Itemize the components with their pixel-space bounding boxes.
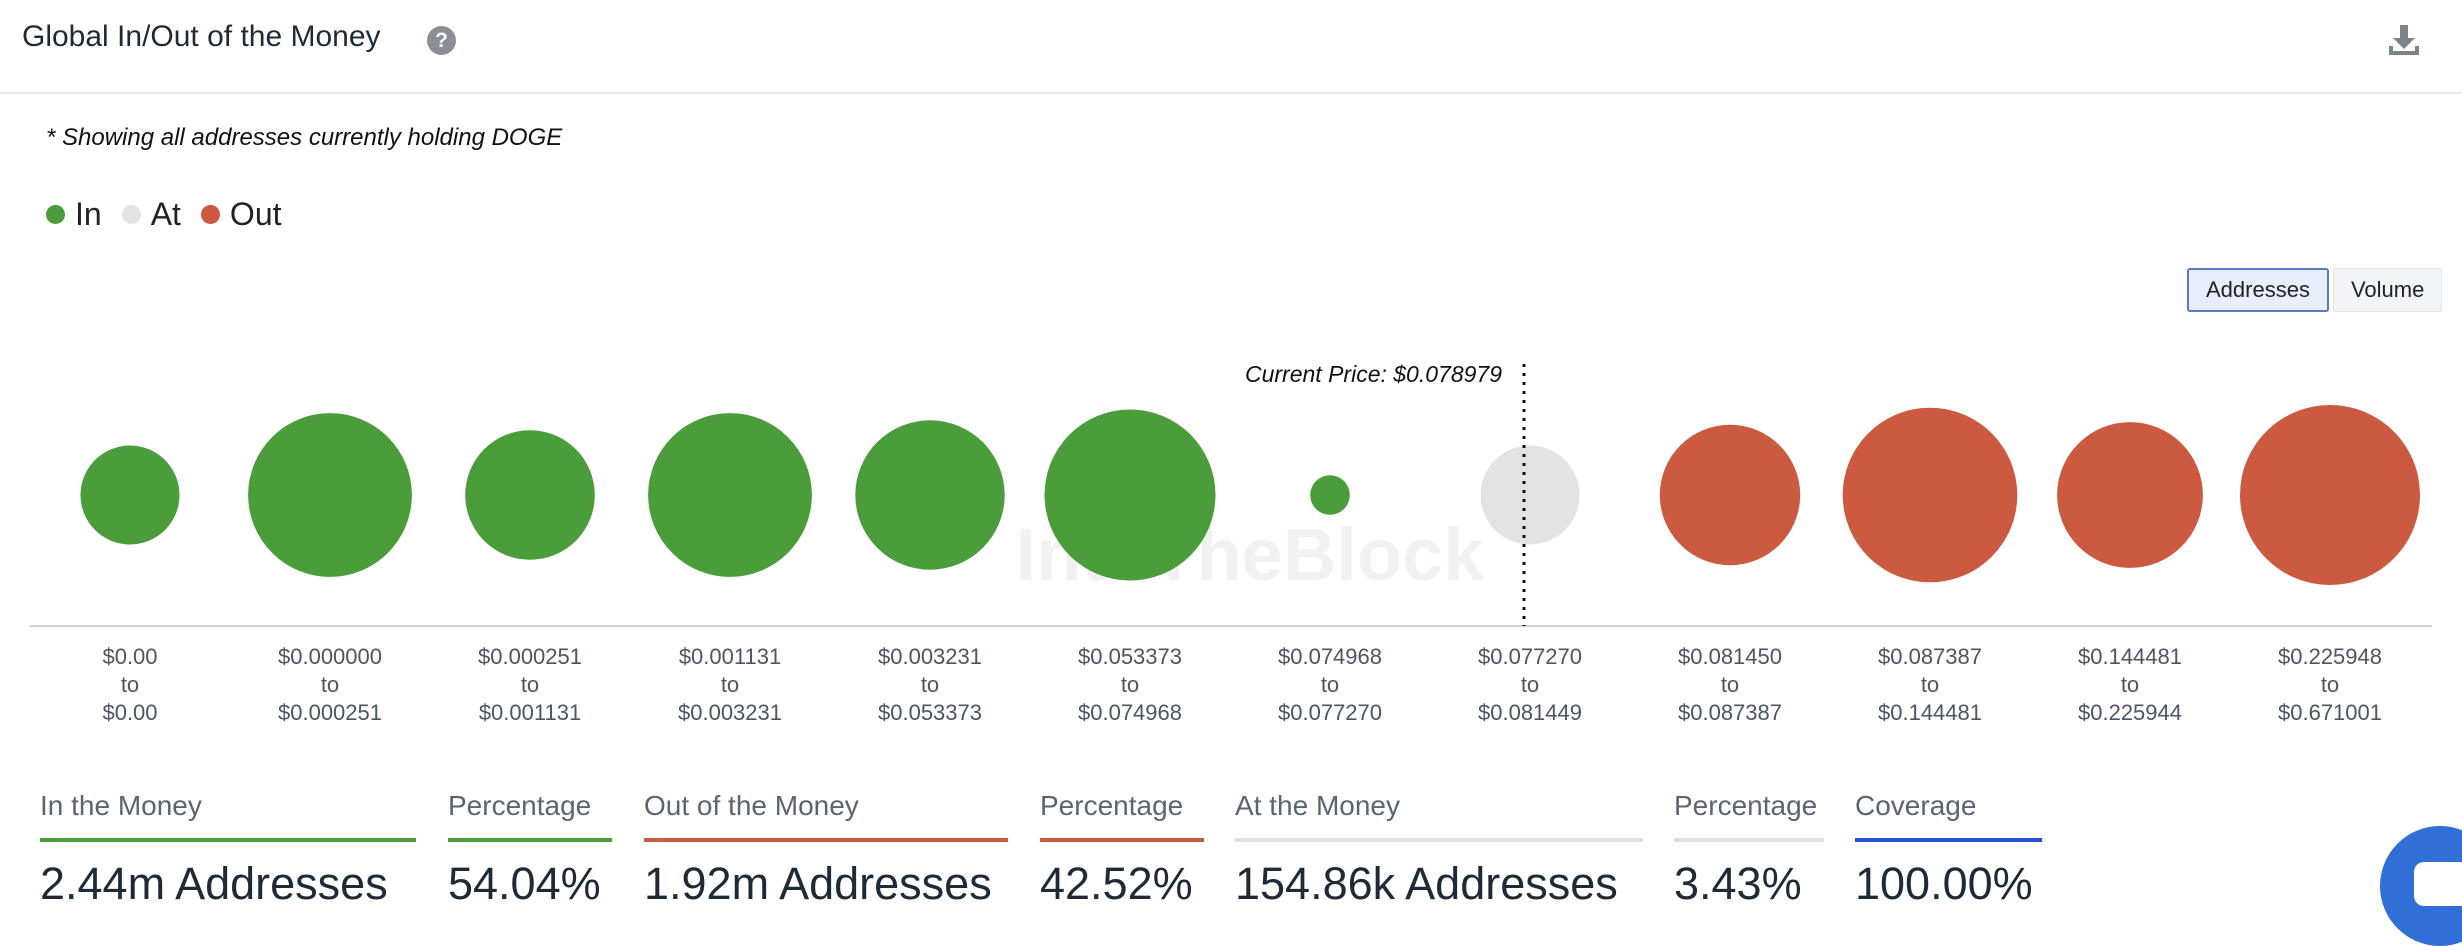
bucket-label-10-2: $0.225944 <box>2078 700 2182 725</box>
legend-dot-in <box>46 205 65 224</box>
stat-at-the-money: At the Money 154.86k Addresses <box>1235 790 1643 910</box>
chat-icon[interactable] <box>2380 826 2462 946</box>
legend-dot-out <box>200 205 220 224</box>
bucket-label-0-2: $0.00 <box>102 700 157 725</box>
bucket-label-4-2: $0.053373 <box>878 700 982 725</box>
bucket-label-11-0: $0.225948 <box>2278 644 2382 669</box>
legend-label-at: At <box>150 196 181 232</box>
bucket-label-8-0: $0.081450 <box>1678 644 1782 669</box>
holding-note: * Showing all addresses currently holdin… <box>46 124 563 151</box>
legend-item-out[interactable]: Out <box>200 196 282 233</box>
bucket-label-11-1: to <box>2321 672 2339 697</box>
bucket-label-11-2: $0.671001 <box>2278 700 2382 725</box>
iomap-chart: IntoTheBlock$0.00to$0.00$0.000000to$0.00… <box>30 361 2432 725</box>
stat-value-coverage: 100.00% <box>1855 858 2033 909</box>
bubble-2[interactable] <box>465 430 595 560</box>
stat-bar-in <box>40 838 416 842</box>
bubble-10[interactable] <box>2057 422 2203 568</box>
stat-label-in-pct: Percentage <box>448 790 592 821</box>
legend-item-at[interactable]: At <box>121 196 181 233</box>
card-header: Global In/Out of the Money ? <box>0 0 2462 94</box>
legend-label-in: In <box>75 196 102 232</box>
help-icon[interactable]: ? <box>427 26 456 55</box>
chat-bubble-glyph <box>2414 862 2462 906</box>
stat-value-in-pct: 54.04% <box>448 858 601 909</box>
bucket-label-10-1: to <box>2121 672 2139 697</box>
bubble-8[interactable] <box>1659 424 1801 566</box>
stat-value-in: 2.44m Addresses <box>40 858 388 909</box>
bubble-0[interactable] <box>80 445 180 545</box>
download-icon[interactable] <box>2386 22 2422 58</box>
stat-label-in: In the Money <box>40 790 202 821</box>
stat-label-at: At the Money <box>1235 790 1400 821</box>
stat-label-coverage: Coverage <box>1855 790 1977 821</box>
stat-out-of-the-money: Out of the Money 1.92m Addresses <box>644 790 1008 910</box>
bucket-label-2-0: $0.000251 <box>478 644 582 669</box>
legend-item-in[interactable]: In <box>46 196 102 233</box>
stat-label-out-pct: Percentage <box>1040 790 1184 821</box>
bucket-label-0-0: $0.00 <box>102 644 157 669</box>
stat-bar-at-pct <box>1674 838 1824 842</box>
card-title: Global In/Out of the Money <box>22 20 381 53</box>
bubble-9[interactable] <box>1842 407 2018 583</box>
bubble-3[interactable] <box>648 413 812 577</box>
stat-label-at-pct: Percentage <box>1674 790 1818 821</box>
bucket-label-7-1: to <box>1521 672 1539 697</box>
stat-bar-coverage <box>1855 838 2042 842</box>
bucket-label-4-0: $0.003231 <box>878 644 982 669</box>
bucket-label-8-2: $0.087387 <box>1678 700 1782 725</box>
bucket-label-0-1: to <box>121 672 139 697</box>
bucket-label-7-0: $0.077270 <box>1478 644 1582 669</box>
stat-out-percentage: Percentage 42.52% <box>1040 790 1204 910</box>
bucket-label-1-1: to <box>321 672 339 697</box>
legend-label-out: Out <box>229 196 282 232</box>
bucket-label-2-1: to <box>521 672 539 697</box>
stat-coverage: Coverage 100.00% <box>1855 790 2042 910</box>
bucket-label-10-0: $0.144481 <box>2078 644 2182 669</box>
metric-toggle: Addresses Volume <box>2187 268 2443 312</box>
addresses-button[interactable]: Addresses <box>2187 268 2329 312</box>
bucket-label-5-1: to <box>1121 672 1139 697</box>
bucket-label-6-2: $0.077270 <box>1278 700 1382 725</box>
current-price-label: Current Price: $0.078979 <box>1245 361 1502 387</box>
stat-in-percentage: Percentage 54.04% <box>448 790 612 910</box>
bubble-6[interactable] <box>1310 475 1350 515</box>
bucket-label-1-2: $0.000251 <box>278 700 382 725</box>
bucket-label-9-2: $0.144481 <box>1878 700 1982 725</box>
bucket-label-5-2: $0.074968 <box>1078 700 1182 725</box>
stat-bar-out-pct <box>1040 838 1204 842</box>
legend: In At Out <box>46 196 302 233</box>
bucket-label-3-1: to <box>721 672 739 697</box>
bucket-label-2-2: $0.001131 <box>479 700 581 725</box>
legend-dot-at <box>121 205 141 224</box>
bucket-label-4-1: to <box>921 672 939 697</box>
bubble-7[interactable] <box>1480 445 1580 545</box>
stat-value-at: 154.86k Addresses <box>1235 858 1618 909</box>
stat-at-percentage: Percentage 3.43% <box>1674 790 1824 910</box>
bucket-label-3-2: $0.003231 <box>678 700 782 725</box>
bubble-4[interactable] <box>855 420 1005 570</box>
stat-value-out-pct: 42.52% <box>1040 858 1193 909</box>
stat-bar-out <box>644 838 1008 842</box>
stat-in-the-money: In the Money 2.44m Addresses <box>40 790 416 910</box>
bucket-label-9-1: to <box>1921 672 1939 697</box>
bucket-label-7-2: $0.081449 <box>1478 700 1582 725</box>
stat-bar-in-pct <box>448 838 612 842</box>
stat-value-out: 1.92m Addresses <box>644 858 992 909</box>
volume-button[interactable]: Volume <box>2332 268 2443 312</box>
bucket-label-6-0: $0.074968 <box>1278 644 1382 669</box>
stat-bar-at <box>1235 838 1643 842</box>
bucket-label-9-0: $0.087387 <box>1878 644 1982 669</box>
bucket-label-5-0: $0.053373 <box>1078 644 1182 669</box>
bubble-1[interactable] <box>248 413 412 577</box>
stat-value-at-pct: 3.43% <box>1674 858 1802 909</box>
stat-label-out: Out of the Money <box>644 790 859 821</box>
bubble-11[interactable] <box>2240 405 2420 585</box>
bubble-5[interactable] <box>1044 409 1216 581</box>
bucket-label-6-1: to <box>1321 672 1339 697</box>
bucket-label-1-0: $0.000000 <box>278 644 382 669</box>
bucket-label-8-1: to <box>1721 672 1739 697</box>
bucket-label-3-0: $0.001131 <box>679 644 781 669</box>
